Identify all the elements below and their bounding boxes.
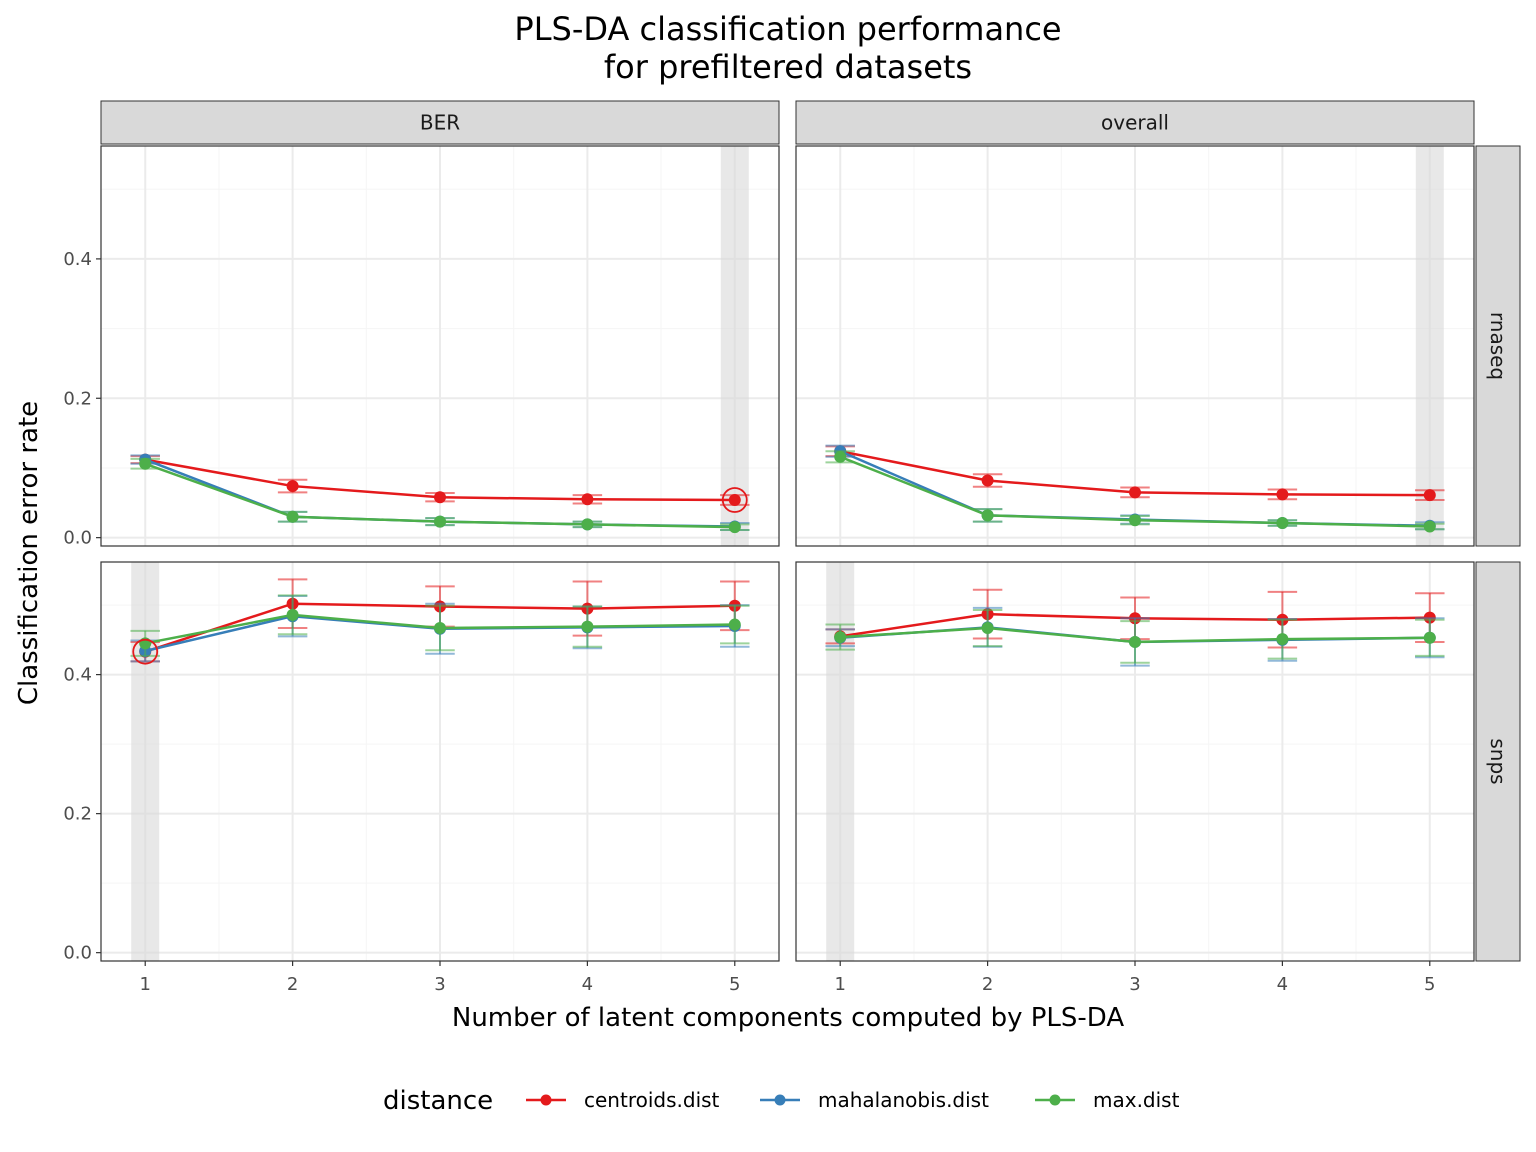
facet-strip-rnaseq	[1475, 145, 1521, 547]
x-axis-title: Number of latent components computed by …	[452, 1003, 1124, 1033]
data-point-max-dist	[1129, 514, 1141, 527]
data-point-max-dist	[434, 622, 446, 635]
data-point-max-dist	[834, 631, 847, 644]
data-point-max-dist	[1423, 631, 1436, 644]
data-point-max-dist	[1276, 517, 1289, 530]
facet-strip-label-rnaseq: rnaseq	[1486, 312, 1510, 380]
chart-title-line-2: for prefiltered datasets	[604, 48, 972, 86]
panel-border	[795, 145, 1475, 547]
y-tick-label: 0.0	[63, 528, 92, 549]
facet-strip-label-ber: BER	[420, 111, 460, 135]
data-point-max-dist	[1423, 520, 1436, 533]
optimal-point-circle	[721, 487, 748, 513]
y-tick-label: 0.2	[63, 388, 92, 409]
legend-key-point-max-dist	[1049, 1094, 1061, 1106]
facet-strip-label-snps: snps	[1486, 738, 1510, 784]
data-point-max-dist	[728, 521, 741, 534]
legend-label-max-dist: max.dist	[1093, 1088, 1180, 1112]
panel-snps-ber: 0.0 0.2 0.4 1 2 3 4 5	[63, 561, 780, 995]
data-point-max-dist	[981, 622, 994, 635]
legend-key-point-mahalanobis-dist	[774, 1094, 786, 1106]
data-point-max-dist	[1129, 635, 1141, 648]
panel-snps-overall: 1 2 3 4 5	[795, 561, 1475, 995]
x-tick-label: 2	[982, 974, 993, 995]
data-point-max-dist	[434, 515, 446, 528]
data-point-max-dist	[581, 518, 594, 531]
legend-label-mahalanobis-dist: mahalanobis.dist	[818, 1088, 989, 1112]
optimal-ncomp-band	[1415, 146, 1444, 546]
legend: distance centroids.dist mahalanobis.dist ma…	[383, 1086, 1180, 1116]
data-point-max-dist	[139, 457, 152, 470]
data-point-centroids-dist	[1423, 489, 1436, 502]
y-tick-label: 0.4	[63, 249, 92, 270]
legend-label-centroids-dist: centroids.dist	[584, 1088, 720, 1112]
x-tick-label: 4	[582, 974, 593, 995]
data-point-max-dist	[1276, 633, 1289, 646]
optimal-ncomp-band	[720, 146, 749, 546]
x-tick-label: 3	[1129, 974, 1140, 995]
data-point-centroids-dist	[286, 480, 299, 493]
legend-title: distance	[383, 1086, 493, 1116]
x-tick-label: 4	[1277, 974, 1288, 995]
data-point-centroids-dist	[581, 493, 594, 506]
panel-rnaseq-ber: 0.0 0.2 0.4	[63, 145, 780, 549]
data-point-centroids-dist	[1276, 488, 1289, 501]
data-point-centroids-dist	[728, 494, 741, 507]
y-tick-label: 0.0	[63, 943, 92, 964]
optimal-ncomp-band	[131, 562, 160, 961]
optimal-ncomp-band	[826, 562, 855, 961]
facet-strip-label-overall: overall	[1101, 111, 1169, 135]
y-tick-label: 0.4	[63, 665, 92, 686]
panel-rnaseq-overall	[795, 145, 1475, 547]
facet-strip-snps	[1475, 561, 1521, 962]
data-point-max-dist	[581, 620, 594, 633]
chart-title-line-1: PLS-DA classification performance	[514, 10, 1061, 48]
y-axis-title: Classification error rate	[14, 401, 44, 705]
data-point-max-dist	[981, 509, 994, 522]
data-point-centroids-dist	[434, 491, 446, 504]
data-point-max-dist	[728, 618, 741, 631]
facet-strip-overall	[795, 100, 1475, 145]
x-tick-label: 2	[287, 974, 298, 995]
x-tick-label: 3	[434, 974, 445, 995]
data-point-centroids-dist	[981, 474, 994, 487]
legend-key-point-centroids-dist	[540, 1094, 552, 1106]
x-tick-label: 1	[139, 974, 150, 995]
facet-strip-ber	[100, 100, 780, 145]
data-point-max-dist	[834, 450, 847, 463]
data-point-centroids-dist	[1129, 486, 1141, 499]
data-point-max-dist	[286, 608, 299, 621]
panel-border	[100, 145, 780, 547]
data-point-max-dist	[286, 510, 299, 523]
x-tick-label: 5	[1424, 974, 1435, 995]
x-tick-label: 5	[729, 974, 740, 995]
panels: BER overall rnaseq snps 0.0 0.2 0.4 0.0 0.2 0.4 1 2…	[63, 100, 1521, 995]
y-tick-label: 0.2	[63, 804, 92, 825]
optimal-point-circle	[132, 638, 159, 665]
x-tick-label: 1	[834, 974, 845, 995]
